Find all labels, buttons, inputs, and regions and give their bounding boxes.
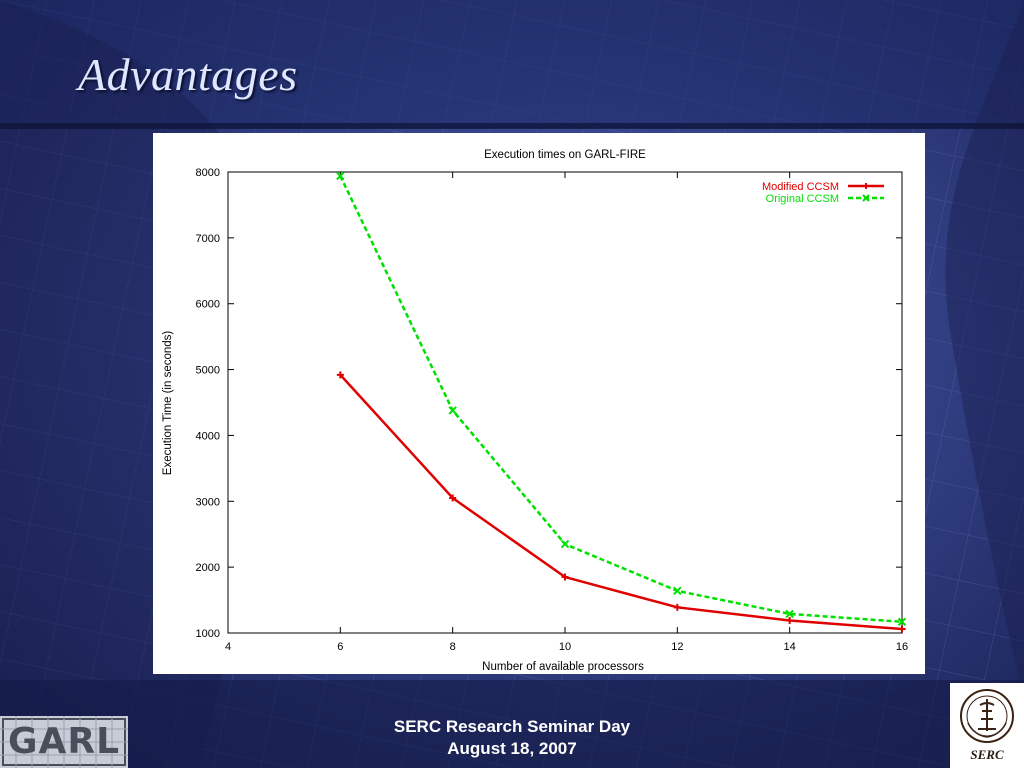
footer-event: SERC Research Seminar Day	[393, 717, 631, 736]
serc-logo-text: SERC	[970, 747, 1004, 762]
y-tick-label: 5000	[196, 365, 220, 377]
data-point-modified-ccsm	[786, 616, 794, 624]
slide-title: Advantages	[78, 49, 298, 100]
y-tick-label: 1000	[196, 628, 220, 640]
data-point-original-ccsm	[560, 539, 570, 549]
execution-time-chart: Execution times on GARL-FIRE Number of a…	[162, 149, 909, 673]
x-axis-label: Number of available processors	[482, 661, 644, 673]
y-axis-label: Execution Time (in seconds)	[162, 331, 174, 476]
x-tick-label: 10	[559, 641, 571, 653]
series-line-original-ccsm	[339, 175, 903, 624]
footer: SERC Research Seminar Day August 18, 200…	[312, 716, 712, 760]
data-point-original-ccsm	[673, 586, 682, 596]
data-point-modified-ccsm	[336, 371, 344, 379]
data-point-modified-ccsm	[898, 625, 906, 633]
y-tick-label: 3000	[196, 496, 220, 508]
data-point-modified-ccsm	[673, 603, 681, 611]
garl-logo	[0, 716, 128, 768]
y-tick-label: 6000	[196, 299, 220, 311]
y-tick-label: 2000	[196, 562, 220, 574]
garl-logo-text: GARL	[7, 721, 121, 762]
chart-container: Execution times on GARL-FIRE Number of a…	[153, 133, 925, 674]
y-tick-label: 8000	[196, 167, 220, 179]
plot-border	[227, 171, 903, 634]
y-tick-label: 7000	[196, 233, 220, 245]
data-point-original-ccsm	[448, 406, 457, 415]
x-tick-label: 8	[450, 641, 456, 653]
x-tick-label: 12	[671, 641, 683, 653]
legend-marker-original-ccsm	[862, 194, 870, 202]
data-point-original-ccsm	[785, 609, 794, 619]
data-point-modified-ccsm	[449, 494, 457, 502]
data-point-original-ccsm	[336, 171, 345, 181]
x-tick-label: 14	[784, 641, 796, 653]
x-tick-label: 6	[337, 641, 343, 653]
legend-label-modified-ccsm: Modified CCSM	[762, 181, 839, 193]
data-point-modified-ccsm	[561, 573, 569, 581]
x-tick-label: 16	[896, 641, 908, 653]
footer-date: August 18, 2007	[447, 739, 577, 758]
iisc-emblem-icon	[960, 689, 1014, 743]
chart-title: Execution times on GARL-FIRE	[484, 149, 646, 161]
series-line-modified-ccsm	[339, 373, 903, 631]
series-layer	[336, 171, 907, 633]
y-tick-label: 4000	[196, 430, 220, 442]
data-point-original-ccsm	[897, 617, 907, 627]
legend-marker-modified-ccsm	[863, 183, 869, 189]
serc-logo: SERC	[950, 683, 1024, 768]
legend-label-original-ccsm: Original CCSM	[766, 193, 839, 205]
x-tick-label: 4	[225, 641, 231, 653]
axis-ticks: 4 6 8 10 12 14 16 1000 2000 3000 4000 5000 6000 7000 8…	[196, 167, 909, 653]
